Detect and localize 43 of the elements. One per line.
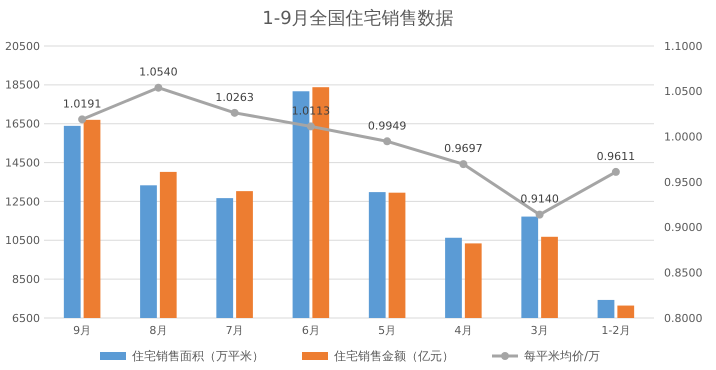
y-tick-label: 12500 [5, 195, 40, 208]
y2-tick-label: 0.9000 [664, 221, 702, 234]
y2-tick-label: 0.8000 [664, 312, 702, 325]
data-label: 0.9611 [596, 150, 636, 163]
x-tick-label: 7月 [226, 324, 244, 337]
x-tick-label: 8月 [149, 324, 168, 337]
y-tick-label: 8500 [12, 272, 40, 286]
chart-title: 1-9月全国住宅销售数据 [262, 8, 454, 29]
x-tick-label: 1-2月 [601, 324, 630, 337]
x-tick-label: 5月 [378, 324, 396, 337]
y2-tick-label: 1.0000 [664, 130, 702, 144]
y2-tick-label: 1.0500 [664, 85, 702, 98]
legend-label: 住宅销售面积（万平米） [131, 349, 264, 364]
y-tick-label: 20500 [5, 40, 40, 53]
point [459, 160, 468, 168]
y2-tick-label: 0.8500 [664, 266, 702, 280]
point [78, 115, 86, 124]
point [612, 168, 620, 176]
legend-label: 每平米均价/万 [524, 349, 600, 364]
data-label: 1.0540 [139, 66, 178, 79]
point [536, 210, 544, 219]
x-tick-label: 9月 [73, 324, 92, 337]
y2-tick-label: 1.1000 [664, 40, 702, 53]
data-label: 1.0191 [62, 97, 102, 110]
y2-tick-label: 0.9500 [664, 176, 702, 189]
data-label: 0.9949 [368, 119, 406, 132]
data-label: 0.9697 [444, 142, 483, 156]
point [306, 122, 315, 130]
y-tick-label: 14500 [5, 156, 40, 170]
point [383, 137, 392, 146]
x-tick-label: 3月 [530, 324, 549, 337]
legend-label: 住宅销售金额（亿元） [333, 349, 454, 364]
x-tick-label: 4月 [454, 324, 472, 337]
y-tick-label: 16500 [5, 118, 40, 131]
y-tick-label: 6500 [12, 312, 40, 325]
point [154, 84, 162, 92]
y-tick-label: 10500 [5, 234, 40, 248]
point [230, 108, 239, 117]
y-tick-label: 18500 [5, 78, 40, 92]
data-label: 1.0263 [215, 90, 254, 104]
x-tick-label: 6月 [302, 324, 320, 337]
data-label: 0.9140 [520, 192, 559, 206]
data-label: 1.0113 [292, 104, 330, 118]
